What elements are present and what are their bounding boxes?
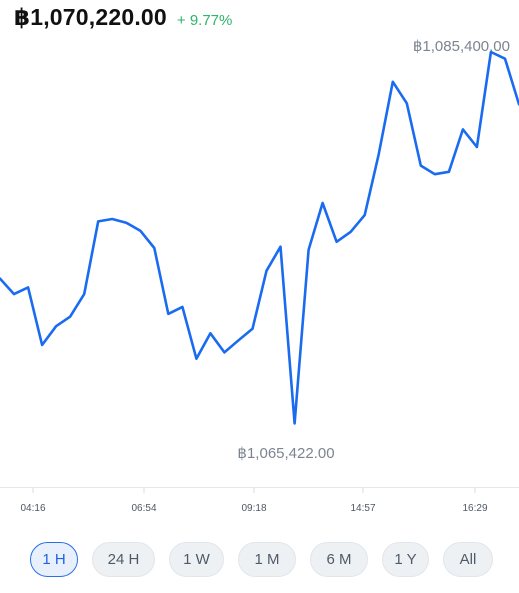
range-button-6m[interactable]: 6 M — [310, 542, 368, 577]
x-tick-label: 14:57 — [350, 503, 375, 514]
range-button-all[interactable]: All — [443, 542, 493, 577]
range-button-1h[interactable]: 1 H — [30, 542, 78, 577]
current-price: ฿1,070,220.00 — [14, 4, 167, 30]
x-tick-label: 16:29 — [462, 503, 487, 514]
range-button-24h[interactable]: 24 H — [92, 542, 155, 577]
range-button-1y[interactable]: 1 Y — [382, 542, 429, 577]
max-price-label: ฿1,085,400.00 — [413, 38, 510, 55]
x-tick-label: 04:16 — [20, 503, 45, 514]
min-price-label: ฿1,065,422.00 — [237, 445, 334, 462]
range-button-1m[interactable]: 1 M — [238, 542, 296, 577]
time-range-selector: 1 H 24 H 1 W 1 M 6 M 1 Y All — [30, 542, 493, 577]
range-button-1w[interactable]: 1 W — [169, 542, 224, 577]
x-tick-label: 06:54 — [131, 503, 156, 514]
price-line — [0, 50, 519, 425]
price-change-percent: + 9.77% — [176, 12, 233, 29]
x-tick-label: 09:18 — [241, 503, 266, 514]
price-header: ฿1,070,220.00 + 9.77% — [14, 4, 232, 31]
